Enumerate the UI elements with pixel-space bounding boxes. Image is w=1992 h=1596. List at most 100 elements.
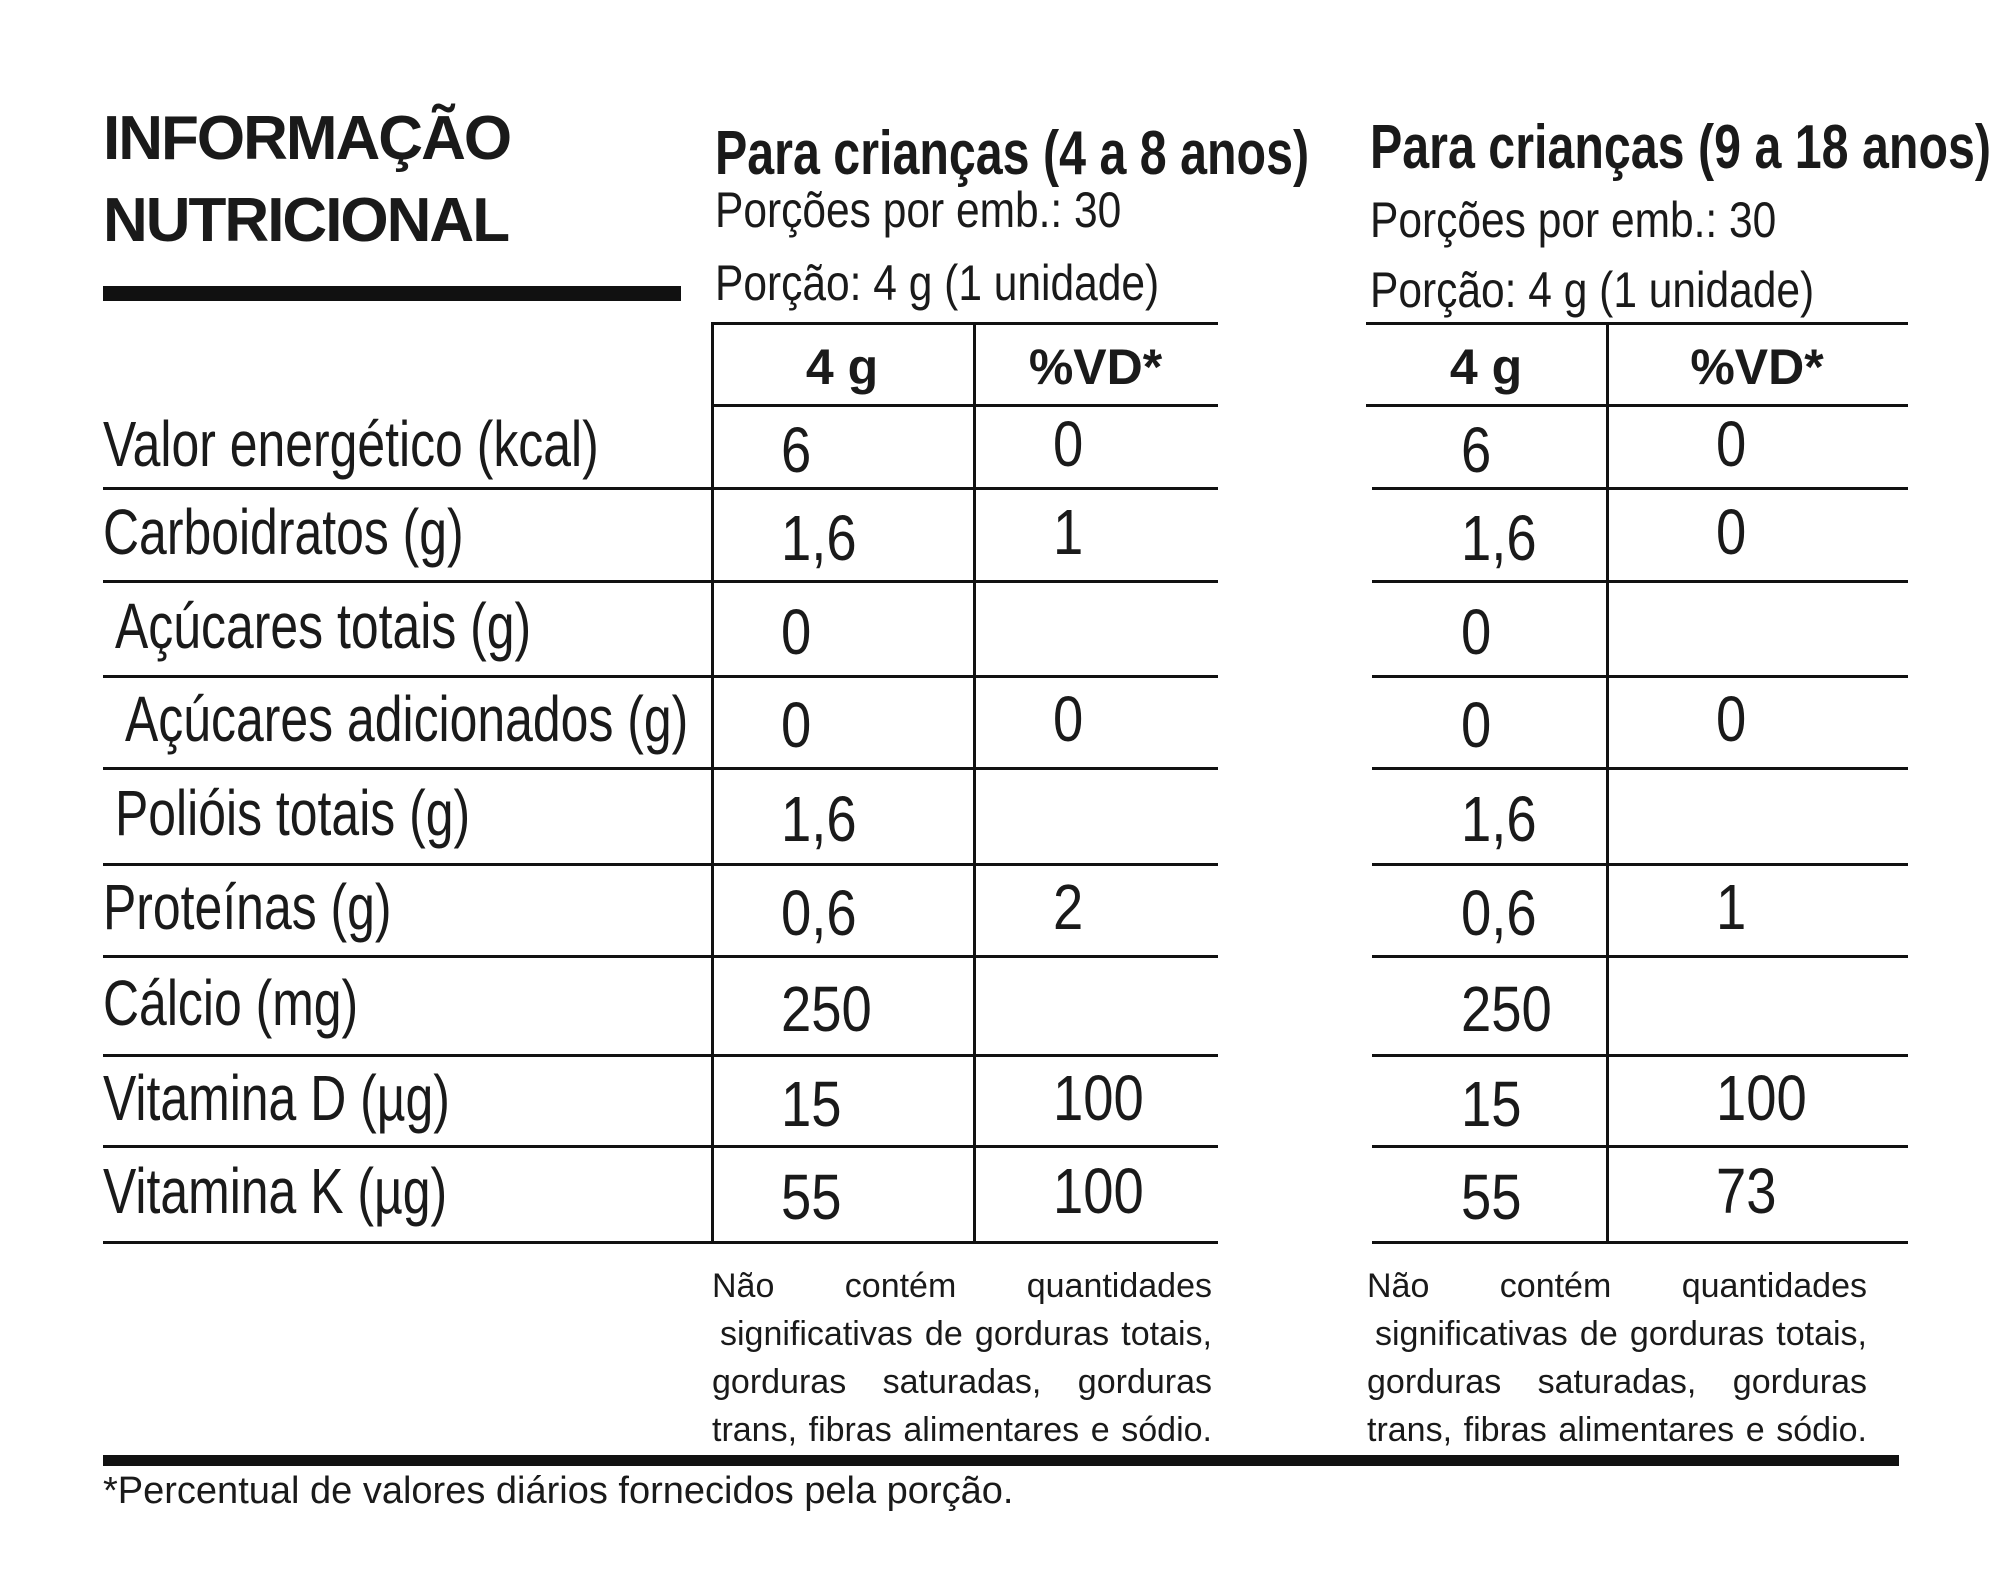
row-divider xyxy=(1372,955,1908,958)
vd-value: 0 xyxy=(1053,412,1089,476)
row-label-text: Açúcares adicionados (g) xyxy=(125,683,689,755)
row-divider xyxy=(103,863,1218,866)
row-divider xyxy=(1372,1054,1908,1057)
amount-text: 15 xyxy=(781,1067,842,1140)
amount-column-header: 4 g xyxy=(805,339,879,395)
header-divider xyxy=(711,404,1218,407)
portion-size: Porção: 4 g (1 unidade) xyxy=(1370,265,1893,315)
row-label-text: Cálcio (mg) xyxy=(103,966,359,1039)
vd-text: 1 xyxy=(1053,495,1084,568)
amount-text: 55 xyxy=(1461,1161,1522,1233)
column-divider xyxy=(711,322,714,1241)
amount-value: 1,6 xyxy=(1461,787,1550,851)
row-divider xyxy=(1372,580,1908,583)
amount-value: 250 xyxy=(781,977,888,1041)
row-label: Proteínas (g) xyxy=(103,875,473,939)
portion-text: Porção: 4 g (1 unidade) xyxy=(1370,262,1815,318)
row-divider xyxy=(103,487,1218,490)
note-line: Não contém quantidades xyxy=(712,1267,1212,1305)
row-label-text: Proteínas (g) xyxy=(103,871,392,943)
row-label: Vitamina D (µg) xyxy=(103,1066,548,1130)
vd-value: 0 xyxy=(1716,500,1752,564)
row-divider xyxy=(1372,487,1908,490)
column-divider xyxy=(973,322,976,1241)
row-label-text: Vitamina K (µg) xyxy=(103,1155,448,1227)
vd-value: 0 xyxy=(1716,412,1752,476)
vd-text: 100 xyxy=(1053,1155,1144,1227)
amount-text: 6 xyxy=(781,413,812,486)
amount-value: 0 xyxy=(1461,600,1497,664)
footer-divider xyxy=(103,1455,1899,1466)
amount-text: 0 xyxy=(1461,595,1492,668)
row-divider xyxy=(103,1145,1218,1148)
vd-value: 0 xyxy=(1053,687,1089,751)
title-line-2: NUTRICIONAL xyxy=(103,186,510,255)
portion-size: Porção: 4 g (1 unidade) xyxy=(715,258,1238,308)
portion-text: Porção: 4 g (1 unidade) xyxy=(715,255,1160,311)
nutrient-note: Não contém quantidades significativas de … xyxy=(712,1262,1212,1454)
amount-value: 6 xyxy=(781,418,817,482)
table-top-border xyxy=(711,322,1218,325)
servings-text: Porções por emb.: 30 xyxy=(715,182,1122,238)
amount-text: 55 xyxy=(781,1161,842,1233)
amount-value: 6 xyxy=(1461,418,1497,482)
note-line: trans, fibras alimentares e sódio. xyxy=(1367,1411,1867,1449)
table-heading: Para crianças (4 a 8 anos) xyxy=(715,123,1477,185)
vd-value: 2 xyxy=(1053,875,1089,939)
row-divider xyxy=(103,675,1218,678)
amount-text: 1,6 xyxy=(1461,501,1537,574)
amount-text: 0 xyxy=(1461,689,1492,761)
row-label: Polióis totais (g) xyxy=(115,781,570,845)
vd-column-header: %VD* xyxy=(1690,339,1824,395)
vd-text: 0 xyxy=(1053,683,1084,755)
amount-value: 55 xyxy=(781,1165,852,1229)
footnote: *Percentual de valores diários fornecido… xyxy=(103,1470,1014,1512)
amount-value: 0,6 xyxy=(781,881,870,945)
amount-text: 1,6 xyxy=(1461,783,1537,855)
row-label: Carboidratos (g) xyxy=(103,500,565,564)
amount-value: 250 xyxy=(1461,977,1568,1041)
row-divider xyxy=(103,580,1218,583)
row-divider xyxy=(103,955,1218,958)
title-line-1: INFORMAÇÃO xyxy=(103,104,512,173)
nutrient-note: Não contém quantidades significativas de … xyxy=(1367,1262,1867,1454)
vd-text: 2 xyxy=(1053,871,1084,943)
amount-value: 0,6 xyxy=(1461,881,1550,945)
note-line: significativas de gorduras totais, xyxy=(720,1315,1212,1353)
row-label-text: Polióis totais (g) xyxy=(115,777,471,849)
vd-text: 100 xyxy=(1716,1061,1807,1134)
row-divider xyxy=(1372,1241,1908,1244)
note-line: Não contém quantidades xyxy=(1367,1267,1867,1305)
vd-text: 0 xyxy=(1716,495,1747,568)
row-divider xyxy=(103,1241,1218,1244)
amount-value: 1,6 xyxy=(781,787,870,851)
amount-text: 0 xyxy=(781,689,812,761)
amount-value: 0 xyxy=(1461,693,1497,757)
table-heading-text: Para crianças (9 a 18 anos) xyxy=(1370,113,1991,182)
row-label: Açúcares totais (g) xyxy=(115,594,649,658)
amount-value: 0 xyxy=(781,600,817,664)
vd-value: 100 xyxy=(1716,1066,1823,1130)
vd-text: 0 xyxy=(1716,407,1747,480)
amount-value: 1,6 xyxy=(1461,506,1550,570)
row-divider xyxy=(1372,675,1908,678)
amount-column-header: 4 g xyxy=(1449,339,1523,395)
vd-value: 1 xyxy=(1716,875,1752,939)
servings-per-package: Porções por emb.: 30 xyxy=(715,185,1193,235)
note-line: gorduras saturadas, gorduras xyxy=(712,1363,1212,1401)
amount-text: 15 xyxy=(1461,1067,1522,1140)
vd-text: 100 xyxy=(1053,1061,1144,1134)
table-top-border xyxy=(1366,322,1908,325)
header-divider xyxy=(1366,404,1908,407)
amount-value: 55 xyxy=(1461,1165,1532,1229)
row-label: Açúcares adicionados (g) xyxy=(125,687,847,751)
amount-text: 250 xyxy=(1461,972,1552,1045)
table-heading: Para crianças (9 a 18 anos) xyxy=(1370,117,1992,179)
vd-value: 0 xyxy=(1716,687,1752,751)
vd-text: 73 xyxy=(1716,1155,1777,1227)
row-label: Valor energético (kcal) xyxy=(103,412,739,476)
title-underline xyxy=(103,286,681,301)
amount-text: 1,6 xyxy=(781,501,857,574)
column-divider xyxy=(1606,322,1609,1241)
amount-text: 250 xyxy=(781,972,872,1045)
